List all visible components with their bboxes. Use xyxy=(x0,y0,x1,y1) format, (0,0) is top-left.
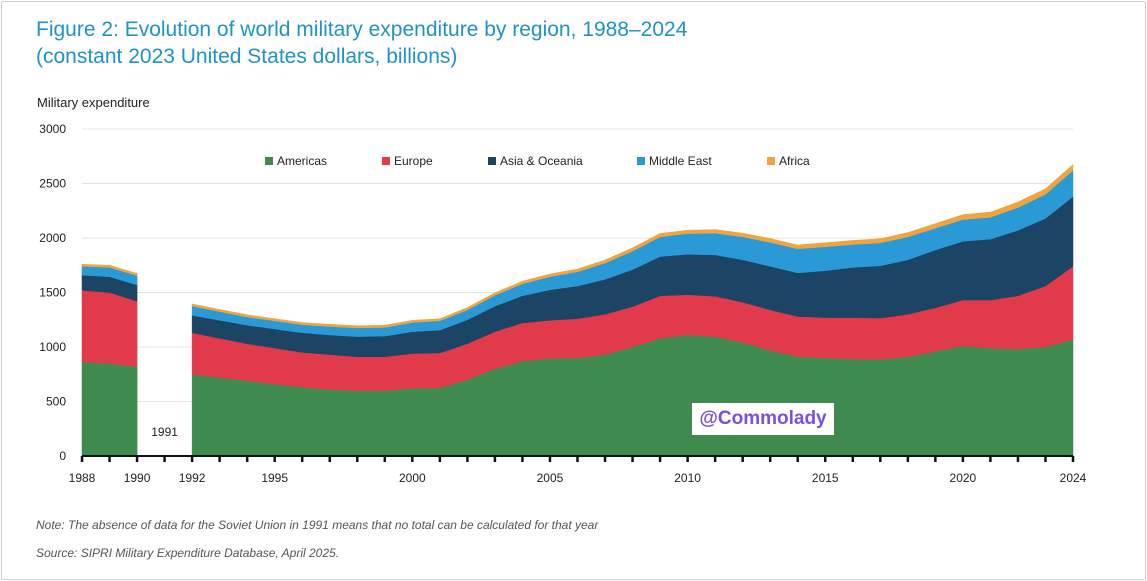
x-tick-label: 1992 xyxy=(179,471,206,485)
y-tick-label: 1000 xyxy=(39,340,66,354)
x-tick-label: 2000 xyxy=(399,471,426,485)
gap-year-label: 1991 xyxy=(151,425,178,439)
x-tick-label: 2005 xyxy=(537,471,564,485)
legend-swatch xyxy=(382,157,390,165)
legend-swatch xyxy=(637,157,645,165)
area-americas-segment-1 xyxy=(81,362,138,457)
y-tick-label: 2500 xyxy=(39,177,66,191)
area-africa-segment-2 xyxy=(191,163,1074,329)
area-europe-segment-1 xyxy=(81,290,138,367)
y-tick-label: 3000 xyxy=(39,122,66,136)
area-africa-segment-1 xyxy=(81,263,138,276)
chart-source: Source: SIPRI Military Expenditure Datab… xyxy=(36,546,340,560)
legend-label: Americas xyxy=(277,154,327,168)
x-tick-label: 2024 xyxy=(1060,471,1087,485)
x-tick-label: 1995 xyxy=(261,471,288,485)
legend-label: Asia & Oceania xyxy=(500,154,583,168)
legend-label: Middle East xyxy=(649,154,712,168)
legend-label: Europe xyxy=(394,154,433,168)
y-axis-label: Military expenditure xyxy=(37,95,150,110)
x-tick-label: 1990 xyxy=(124,471,151,485)
chart-note: Note: The absence of data for the Soviet… xyxy=(36,518,599,532)
legend-swatch xyxy=(265,157,273,165)
legend-swatch xyxy=(488,157,496,165)
y-tick-label: 500 xyxy=(46,395,66,409)
legend-swatch xyxy=(767,157,775,165)
y-tick-label: 0 xyxy=(59,449,66,463)
legend-label: Africa xyxy=(779,154,810,168)
title-line-2: (constant 2023 United States dollars, bi… xyxy=(36,45,458,68)
watermark: @Commolady xyxy=(692,403,834,435)
y-tick-label: 1500 xyxy=(39,286,66,300)
x-tick-label: 2010 xyxy=(674,471,701,485)
y-tick-label: 2000 xyxy=(39,231,66,245)
x-tick-label: 2015 xyxy=(812,471,839,485)
chart-title: Figure 2: Evolution of world military ex… xyxy=(36,16,687,70)
title-line-1: Figure 2: Evolution of world military ex… xyxy=(36,18,688,41)
x-tick-label: 1988 xyxy=(69,471,96,485)
x-tick-label: 2020 xyxy=(950,471,977,485)
